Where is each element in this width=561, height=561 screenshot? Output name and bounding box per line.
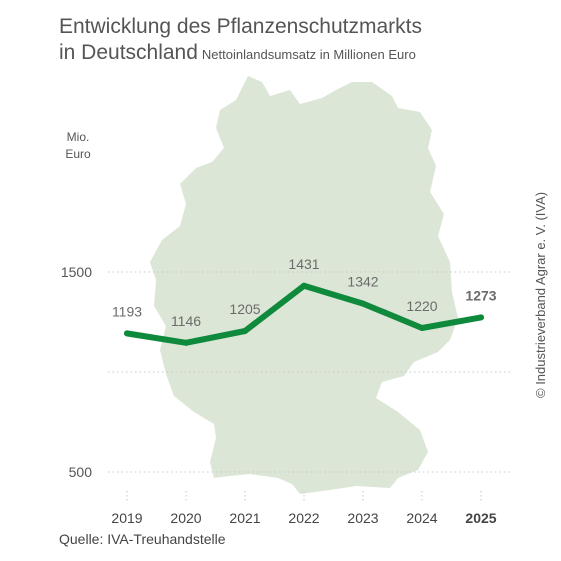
title-line-2: in Deutschland Nettoinlandsumsatz in Mill… [59, 40, 529, 68]
title-line-2-text: in Deutschland [59, 41, 198, 64]
x-tick-label-2022: 2022 [288, 510, 319, 526]
data-label-2023: 1342 [347, 274, 378, 290]
data-point-2020 [183, 339, 189, 346]
data-label-2019: 1193 [112, 303, 142, 319]
chart-title: Entwicklung des Pflanzenschutzmarkts in … [59, 14, 529, 68]
data-point-2023 [360, 300, 366, 307]
data-label-2025: 1273 [465, 287, 496, 303]
x-tick-label-2025: 2025 [465, 510, 496, 526]
x-tick-label-2021: 2021 [229, 510, 260, 526]
x-axis: 2019 2020 2021 2022 2023 2024 2025 [111, 491, 497, 526]
y-tick-label-1500: 1500 [61, 264, 92, 280]
data-point-2019 [124, 330, 130, 337]
x-tick-label-2023: 2023 [347, 510, 378, 526]
series-line [124, 282, 484, 346]
data-label-2024: 1220 [406, 298, 437, 314]
x-tick-label-2024: 2024 [406, 510, 437, 526]
title-line-1: Entwicklung des Pflanzenschutzmarkts [59, 15, 422, 38]
x-tick-label-2019: 2019 [111, 510, 142, 526]
chart-subtitle: Nettoinlandsumsatz in Millionen Euro [201, 47, 416, 62]
data-point-2021 [242, 328, 248, 334]
copyright-note: © Industrieverband Agrar e. V. (IVA) [533, 191, 548, 398]
data-label-2020: 1146 [171, 313, 201, 329]
y-axis: 500 1500 [61, 264, 92, 480]
data-label-2021: 1205 [229, 301, 260, 317]
data-point-2022 [301, 282, 307, 289]
y-unit-line-2: Euro [65, 147, 91, 161]
x-tick-label-2020: 2020 [170, 510, 201, 526]
data-labels: 1193 1146 1205 1431 1342 1220 1273 [112, 256, 497, 329]
y-unit-line-1: Mio. [67, 130, 90, 144]
y-tick-label-500: 500 [69, 464, 93, 480]
data-label-2022: 1431 [288, 256, 319, 272]
data-point-2025 [478, 314, 484, 321]
data-point-2024 [419, 325, 425, 331]
source-note: Quelle: IVA-Treuhandstelle [59, 531, 226, 547]
